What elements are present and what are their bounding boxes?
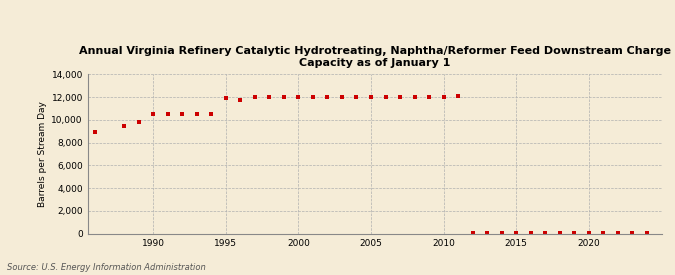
Text: Source: U.S. Energy Information Administration: Source: U.S. Energy Information Administ…: [7, 263, 205, 272]
Y-axis label: Barrels per Stream Day: Barrels per Stream Day: [38, 101, 47, 207]
Title: Annual Virginia Refinery Catalytic Hydrotreating, Naphtha/Reformer Feed Downstre: Annual Virginia Refinery Catalytic Hydro…: [78, 46, 671, 68]
